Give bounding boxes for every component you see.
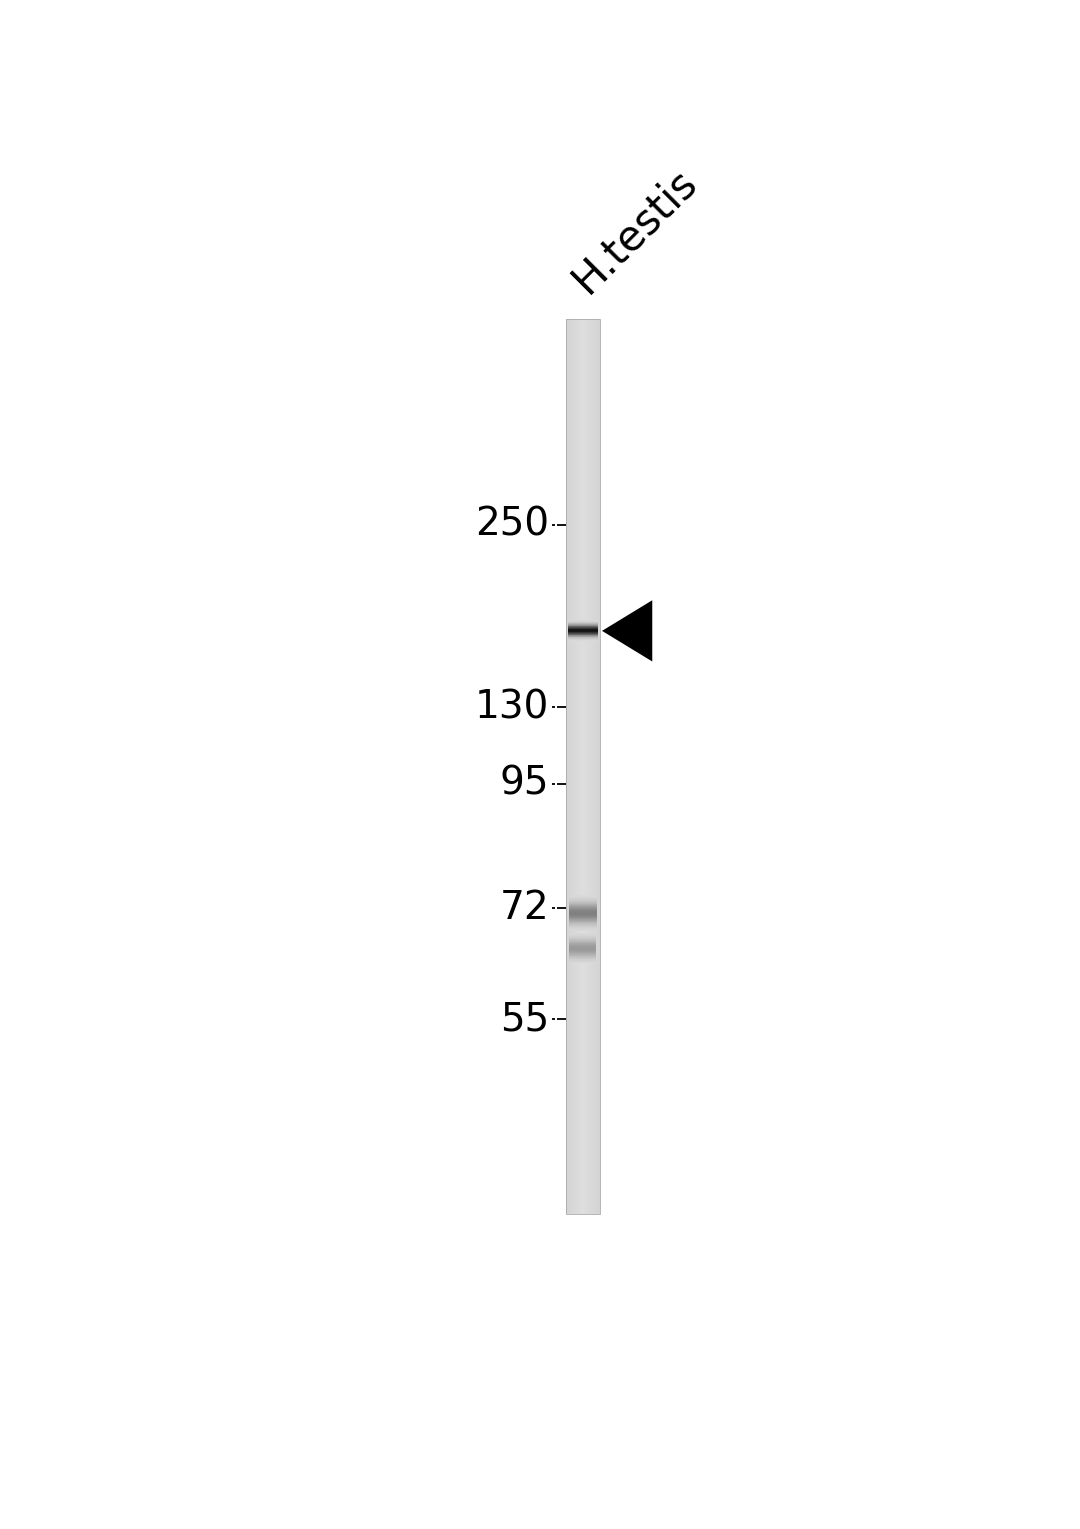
Text: 130: 130 [475,688,550,726]
Bar [566,320,599,1214]
Text: 55: 55 [500,1000,550,1038]
Text: H.testis: H.testis [564,161,705,301]
Text: 95: 95 [500,764,550,803]
Text: 72: 72 [500,888,550,927]
Text: 250: 250 [475,506,550,544]
Polygon shape [602,601,652,662]
